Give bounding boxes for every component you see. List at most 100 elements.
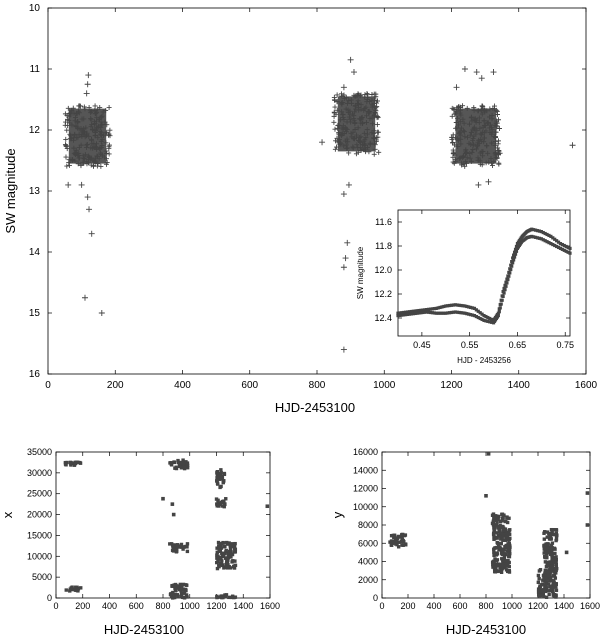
y-tick-label: 15000 [27, 530, 52, 540]
y-plot-frame [381, 451, 591, 599]
bl-data-point [181, 582, 186, 587]
data-point [476, 120, 482, 126]
inset-data-point [551, 236, 555, 240]
bl-data-point [222, 504, 226, 509]
x-plot-x-tick-labels: 0 200 400 600 800 1000 1200 1400 1600 [53, 601, 280, 611]
data-point [470, 142, 476, 148]
inset-data-point [440, 305, 444, 309]
br-data-point [496, 514, 501, 519]
x-tick-label: 200 [107, 380, 124, 391]
br-data-point [505, 534, 510, 538]
bl-data-point [223, 502, 227, 506]
x-tick-label: 1000 [180, 601, 200, 611]
data-point [348, 119, 354, 125]
bl-data-point [218, 562, 223, 566]
bl-data-point [217, 557, 221, 561]
bl-data-point [233, 559, 237, 563]
data-point [62, 111, 68, 117]
br-data-point [545, 580, 549, 584]
inset-x-tick-labels: 0.45 0.55 0.65 0.75 [413, 340, 574, 350]
br-data-point [549, 586, 553, 590]
inset-data-point [396, 314, 400, 318]
data-point [355, 125, 361, 131]
bl-data-point [224, 593, 229, 597]
x-tick-label: 0.75 [556, 340, 574, 350]
bl-data-point [171, 545, 176, 550]
inset-data-point [419, 308, 423, 312]
br-data-point [486, 452, 491, 456]
outlier-point [340, 84, 347, 91]
br-data-point [497, 534, 501, 538]
br-data-point [508, 551, 512, 556]
bl-data-point [180, 583, 184, 588]
inset-data-point [512, 258, 516, 262]
y-plot-y-axis-label: y [330, 511, 345, 518]
data-point [94, 146, 100, 152]
data-point [91, 141, 97, 147]
br-data-point [542, 551, 546, 555]
data-point [89, 137, 95, 143]
inset-data-point [421, 308, 425, 312]
data-point [458, 112, 464, 118]
data-point [358, 148, 364, 154]
y-tick-label: 12.2 [374, 289, 392, 299]
data-point [74, 119, 80, 125]
x-tick-label: 1200 [440, 380, 463, 391]
bl-data-point [182, 591, 187, 595]
bl-data-point [185, 583, 189, 587]
inset-data-point [421, 310, 425, 315]
br-data-point [504, 537, 509, 541]
inset-data-point [507, 274, 511, 278]
data-point [97, 145, 103, 151]
data-point [480, 153, 486, 159]
data-point [98, 132, 104, 138]
inset-data-point [457, 303, 461, 307]
inset-data-point [404, 313, 408, 317]
bl-data-point [185, 542, 190, 546]
data-point [98, 150, 104, 156]
bl-data-point [215, 471, 219, 475]
x-plot-ticks [55, 451, 271, 599]
bl-data-point [233, 550, 238, 554]
data-point [451, 151, 457, 157]
y-plot-data-points [388, 452, 590, 600]
data-point [66, 162, 72, 168]
bl-data-point [220, 554, 225, 559]
bl-data-point [227, 549, 232, 554]
data-point [332, 97, 338, 103]
data-point [83, 142, 89, 148]
outlier-point [453, 84, 460, 91]
data-point [466, 140, 472, 146]
br-data-point [389, 533, 394, 538]
axis-ticks [47, 7, 587, 375]
br-data-point [499, 541, 503, 546]
data-point [453, 119, 459, 125]
data-point [103, 140, 109, 146]
br-data-point [497, 569, 501, 573]
x-tick-label: 0.55 [461, 340, 479, 350]
bl-data-point [176, 458, 180, 463]
inset-data-point [463, 304, 467, 308]
bl-data-point [221, 480, 225, 484]
data-point [450, 132, 456, 138]
data-point [457, 155, 463, 161]
br-data-point [551, 558, 555, 562]
data-point [366, 149, 372, 155]
y-tick-label: 0 [373, 593, 378, 603]
bl-data-point [174, 466, 179, 471]
data-point [87, 156, 93, 162]
inset-data-point [405, 310, 410, 314]
inset-data-point [504, 284, 508, 288]
inset-data-point [513, 252, 518, 256]
bl-data-point [181, 547, 185, 551]
br-data-point [494, 518, 498, 522]
br-data-point [492, 518, 496, 523]
y-tick-label: 12.4 [374, 313, 392, 323]
inset-data-point [488, 320, 492, 324]
data-point [346, 150, 352, 156]
y-axis-label: SW magnitude [3, 148, 18, 233]
data-point [94, 163, 100, 169]
inset-data-point [428, 310, 433, 315]
x-tick-label: 0 [379, 601, 384, 611]
data-point [475, 108, 481, 114]
